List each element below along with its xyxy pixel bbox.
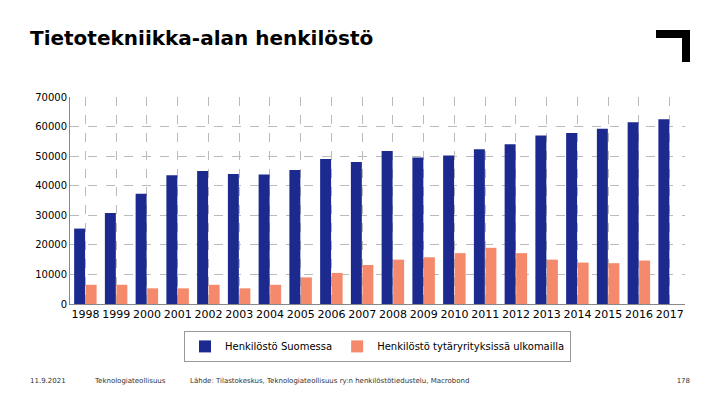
svg-text:Henkilöstö Suomessa: Henkilöstö Suomessa (225, 341, 332, 352)
svg-text:0: 0 (61, 299, 67, 310)
html-text:Tietotekniikka-alan henkilöstö: Tietotekniikka-alan henkilöstö (30, 26, 374, 50)
svg-text:70000: 70000 (35, 92, 67, 103)
svg-text:2014: 2014 (563, 308, 591, 321)
svg-text:2000: 2000 (133, 308, 161, 321)
html-text:Teknologiateollisuus: Teknologiateollisuus (95, 377, 166, 385)
svg-text:2011: 2011 (471, 308, 499, 321)
svg-text:1999: 1999 (102, 308, 130, 321)
svg-text:2005: 2005 (287, 308, 315, 321)
svg-text:2015: 2015 (594, 308, 622, 321)
svg-text:40000: 40000 (35, 180, 67, 191)
html-text:178: 178 (676, 377, 690, 385)
svg-text:2012: 2012 (502, 308, 530, 321)
svg-text:2003: 2003 (225, 308, 253, 321)
svg-text:2016: 2016 (625, 308, 653, 321)
svg-text:2001: 2001 (164, 308, 192, 321)
svg-text:60000: 60000 (35, 121, 67, 132)
svg-text:2010: 2010 (440, 308, 468, 321)
svg-text:30000: 30000 (35, 210, 67, 221)
svg-text:2002: 2002 (194, 308, 222, 321)
svg-text:Henkilöstö tytäryrityksissä ul: Henkilöstö tytäryrityksissä ulkomailla (377, 341, 564, 352)
svg-text:20000: 20000 (35, 239, 67, 250)
svg-text:2008: 2008 (379, 308, 407, 321)
svg-text:2017: 2017 (656, 308, 684, 321)
svg-text:2009: 2009 (410, 308, 438, 321)
svg-text:1998: 1998 (71, 308, 99, 321)
svg-text:2013: 2013 (533, 308, 561, 321)
svg-text:2006: 2006 (317, 308, 345, 321)
svg-text:2004: 2004 (256, 308, 284, 321)
html-text:Lähde: Tilastokeskus, Teknolog: Lähde: Tilastokeskus, Teknologiateollisu… (190, 377, 470, 385)
svg-text:50000: 50000 (35, 151, 67, 162)
svg-text:2007: 2007 (348, 308, 376, 321)
svg-text:10000: 10000 (35, 269, 67, 280)
html-text:11.9.2021: 11.9.2021 (30, 377, 66, 385)
